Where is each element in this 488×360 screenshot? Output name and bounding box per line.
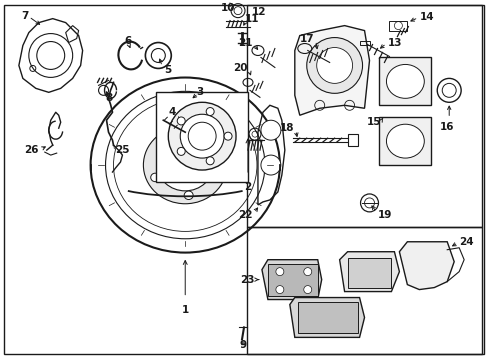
- Circle shape: [206, 108, 214, 116]
- Bar: [347, 258, 390, 288]
- Bar: [379, 58, 430, 105]
- Ellipse shape: [157, 139, 213, 191]
- Bar: [379, 117, 430, 165]
- Ellipse shape: [159, 138, 167, 147]
- Circle shape: [303, 268, 311, 276]
- Circle shape: [206, 157, 214, 165]
- Ellipse shape: [184, 191, 193, 199]
- Circle shape: [177, 117, 185, 125]
- Text: 18: 18: [280, 123, 294, 133]
- Text: 15: 15: [366, 117, 381, 127]
- Text: 14: 14: [419, 12, 433, 22]
- Text: 2: 2: [244, 182, 251, 192]
- Polygon shape: [399, 242, 453, 289]
- Text: 11: 11: [244, 14, 259, 24]
- Ellipse shape: [212, 167, 222, 176]
- Circle shape: [29, 33, 73, 77]
- Text: 3: 3: [196, 87, 203, 97]
- Polygon shape: [289, 298, 364, 337]
- Text: 21: 21: [238, 37, 252, 48]
- Text: 26: 26: [24, 145, 39, 155]
- Text: 10: 10: [221, 3, 235, 13]
- Bar: [156, 92, 247, 182]
- Bar: [388, 21, 407, 31]
- Text: 7: 7: [21, 11, 28, 21]
- Ellipse shape: [150, 173, 160, 182]
- Text: 22: 22: [238, 210, 252, 220]
- Ellipse shape: [197, 135, 206, 143]
- Circle shape: [275, 285, 283, 293]
- Circle shape: [275, 268, 283, 276]
- Ellipse shape: [386, 124, 424, 158]
- Polygon shape: [262, 260, 321, 300]
- Ellipse shape: [386, 64, 424, 98]
- Text: 20: 20: [233, 63, 247, 73]
- Text: 6: 6: [124, 36, 132, 46]
- Bar: [246, 5, 481, 227]
- Ellipse shape: [143, 126, 226, 204]
- Text: 12: 12: [251, 7, 266, 17]
- Circle shape: [303, 285, 311, 293]
- Polygon shape: [294, 26, 369, 115]
- Bar: [297, 302, 357, 333]
- Text: 1: 1: [181, 305, 188, 315]
- Text: 23: 23: [240, 275, 254, 285]
- Circle shape: [316, 48, 352, 84]
- Bar: [246, 227, 481, 354]
- Polygon shape: [339, 252, 399, 292]
- Text: 17: 17: [300, 33, 314, 44]
- Text: 25: 25: [115, 145, 130, 155]
- Circle shape: [168, 102, 236, 170]
- Circle shape: [306, 37, 362, 93]
- Circle shape: [180, 114, 224, 158]
- Text: 19: 19: [377, 210, 391, 220]
- Text: 4: 4: [168, 107, 176, 117]
- Bar: [267, 264, 317, 296]
- Text: 16: 16: [439, 122, 453, 132]
- Text: 8: 8: [105, 93, 112, 103]
- Circle shape: [261, 120, 280, 140]
- Circle shape: [261, 155, 280, 175]
- Text: 24: 24: [458, 237, 473, 247]
- Text: 5: 5: [164, 66, 172, 76]
- Circle shape: [224, 132, 232, 140]
- Text: 13: 13: [386, 37, 401, 48]
- Circle shape: [177, 147, 185, 156]
- Text: 9: 9: [239, 340, 246, 350]
